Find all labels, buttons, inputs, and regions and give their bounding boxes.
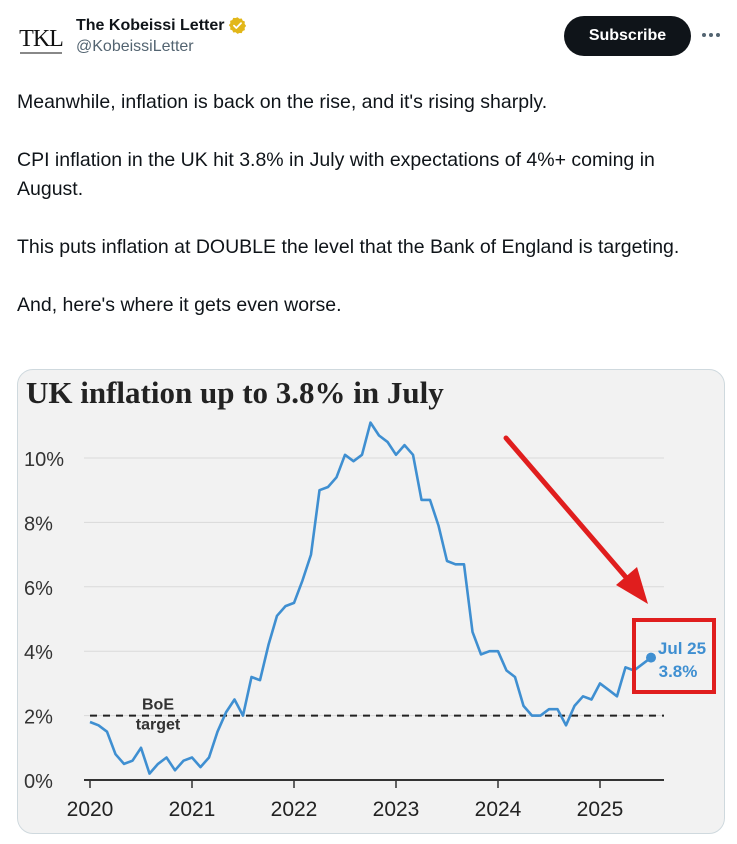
cpi-series-line xyxy=(89,421,652,775)
chart-title: UK inflation up to 3.8% in July xyxy=(26,375,444,410)
avatar[interactable]: TKL xyxy=(16,18,66,62)
x-tick-label: 2023 xyxy=(373,798,420,821)
y-tick-label: 4% xyxy=(24,642,53,664)
y-tick-label: 10% xyxy=(24,449,64,471)
boe-target-label: target xyxy=(136,717,181,734)
y-tick-label: 6% xyxy=(24,578,53,600)
red-arrow-head xyxy=(616,567,648,604)
tweet-paragraph: And, here's where it gets even worse. xyxy=(17,294,342,316)
x-tick-label: 2025 xyxy=(577,798,624,821)
handle[interactable]: @KobeissiLetter xyxy=(76,38,194,55)
reference-layer: BoE target xyxy=(90,695,664,736)
tweet-text: Meanwhile, inflation is back on the rise… xyxy=(17,88,717,320)
y-tick-label: 8% xyxy=(24,513,53,535)
media-image[interactable]: UK inflation up to 3.8% in July 0% 2% 4% 6%… xyxy=(17,369,725,834)
display-name-row: The Kobeissi Letter xyxy=(76,16,247,35)
y-tick-label: 0% xyxy=(24,771,53,793)
x-tick-label: 2022 xyxy=(271,798,318,821)
tweet-paragraph: CPI inflation in the UK hit 3.8% in July… xyxy=(17,149,655,200)
x-tick-label: 2021 xyxy=(169,798,216,821)
tweet-header: TKL The Kobeissi Letter @KobeissiLetter … xyxy=(16,12,721,62)
highlight-box xyxy=(632,618,716,694)
annotation-layer: Jul 25 3.8% xyxy=(503,435,716,694)
verified-badge-icon[interactable] xyxy=(228,16,247,35)
more-options-icon[interactable] xyxy=(700,24,722,46)
grid-layer: 0% 2% 4% 6% 8% 10% 2020 2021 2022 2023 2024 2025 xyxy=(24,449,664,821)
cpi-endpoint-dot xyxy=(646,652,656,663)
endpoint-value-label: 3.8% xyxy=(659,662,698,681)
tweet-paragraph: This puts inflation at DOUBLE the level … xyxy=(17,236,680,258)
series-layer xyxy=(89,421,656,775)
x-tick-label: 2020 xyxy=(67,798,114,821)
display-name[interactable]: The Kobeissi Letter xyxy=(76,16,225,34)
endpoint-date-label: Jul 25 xyxy=(658,639,706,658)
author-block: The Kobeissi Letter @KobeissiLetter xyxy=(76,16,247,56)
subscribe-button[interactable]: Subscribe xyxy=(564,16,691,56)
tweet-paragraph: Meanwhile, inflation is back on the rise… xyxy=(17,91,548,113)
avatar-logo: TKL xyxy=(19,25,64,52)
inflation-chart: UK inflation up to 3.8% in July 0% 2% 4% 6%… xyxy=(24,375,716,821)
y-tick-label: 2% xyxy=(24,707,53,729)
x-tick-label: 2024 xyxy=(475,798,522,821)
red-arrow-shaft xyxy=(503,435,633,585)
boe-target-label: BoE xyxy=(142,697,174,714)
avatar-logo-subtext xyxy=(20,51,62,54)
